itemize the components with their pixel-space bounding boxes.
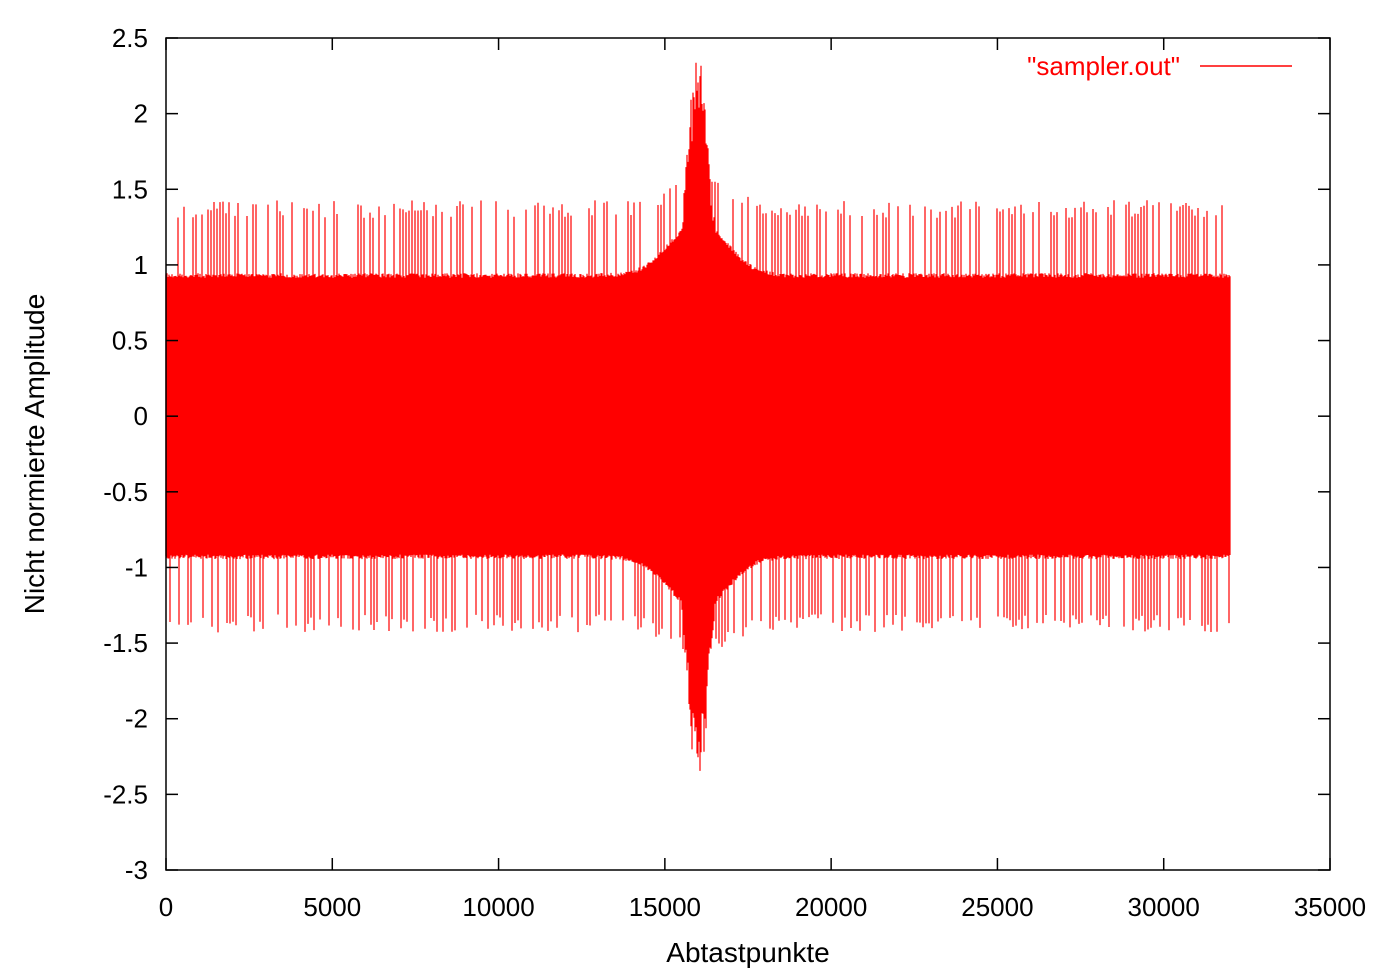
x-tick-label: 15000: [629, 892, 701, 922]
y-tick-label: 1: [134, 250, 148, 280]
x-tick-label: 30000: [1128, 892, 1200, 922]
y-axis-title: Nicht normierte Amplitude: [19, 294, 50, 615]
x-axis-title: Abtastpunkte: [666, 937, 829, 968]
y-tick-label: 1.5: [112, 174, 148, 204]
legend: "sampler.out": [1027, 51, 1292, 81]
y-tick-label: 0.5: [112, 326, 148, 356]
x-tick-label: 10000: [462, 892, 534, 922]
y-tick-label: -2: [125, 704, 148, 734]
plot-border: [165, 37, 1331, 871]
x-tick-label: 20000: [795, 892, 867, 922]
y-tick-label: -1.5: [103, 628, 148, 658]
y-tick-labels: 2.5 2 1.5 1 0.5 0 -0.5 -1 -1.5 -2 -2.5 -3: [103, 23, 148, 885]
x-tick-label: 0: [159, 892, 173, 922]
legend-entry-label: "sampler.out": [1027, 51, 1180, 81]
y-tick-label: -2.5: [103, 779, 148, 809]
y-tick-label: 0: [134, 401, 148, 431]
y-tick-label: 2: [134, 99, 148, 129]
x-tick-label: 35000: [1294, 892, 1366, 922]
y-tick-label: -0.5: [103, 477, 148, 507]
y-tick-label: 2.5: [112, 23, 148, 53]
x-tick-label: 25000: [961, 892, 1033, 922]
x-tick-labels: 0 5000 10000 15000 20000 25000 30000 35000: [159, 892, 1366, 922]
tick-marks: [165, 37, 1331, 871]
y-tick-label: -3: [125, 855, 148, 885]
x-tick-label: 5000: [303, 892, 361, 922]
y-tick-label: -1: [125, 552, 148, 582]
